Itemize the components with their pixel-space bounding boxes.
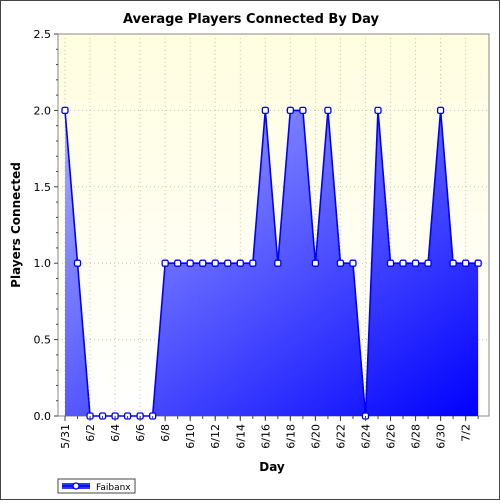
data-point — [299, 106, 307, 115]
x-tick-label: 6/26 — [385, 424, 398, 449]
y-axis: 0.0 0.5 1.0 1.5 2.0 2.5 — [34, 28, 58, 423]
x-axis-label: Day — [259, 460, 285, 474]
x-tick-label: 5/31 — [59, 424, 72, 449]
data-point — [73, 259, 82, 267]
legend: Faibanx — [57, 478, 136, 494]
data-point — [61, 106, 69, 115]
data-point — [211, 259, 219, 267]
data-point — [436, 106, 445, 115]
x-tick-label: 6/24 — [359, 424, 372, 449]
data-point — [186, 259, 194, 267]
series-area — [65, 110, 479, 417]
x-tick-label: 6/4 — [109, 424, 122, 442]
data-point — [286, 106, 295, 115]
chart-title: Average Players Connected By Day — [123, 12, 379, 27]
data-point — [236, 259, 244, 267]
x-tick-label: 6/16 — [259, 424, 272, 449]
data-point — [249, 259, 257, 267]
legend-box — [57, 478, 136, 494]
data-point — [324, 106, 332, 115]
y-tick-label: 0.0 — [34, 410, 52, 423]
legend-label: Faibanx — [96, 483, 131, 493]
x-tick-label: 7/2 — [460, 424, 473, 442]
data-point — [174, 259, 182, 267]
x-tick-label: 6/28 — [410, 424, 423, 449]
x-tick-label: 6/6 — [134, 424, 147, 442]
series-line-layer — [64, 109, 479, 417]
data-point — [161, 259, 169, 267]
x-tick-label: 6/8 — [159, 424, 172, 442]
y-tick-label: 2.5 — [34, 28, 52, 41]
y-axis-label: Players Connected — [9, 162, 23, 288]
x-tick-label: 6/18 — [284, 424, 297, 449]
data-point — [424, 259, 432, 267]
x-tick-label: 6/2 — [84, 424, 97, 442]
data-point — [224, 259, 232, 267]
y-tick-label: 1.5 — [34, 181, 52, 194]
series-line — [64, 109, 479, 417]
area-fill-layer — [65, 110, 479, 417]
data-point — [311, 259, 320, 267]
data-point — [386, 259, 395, 267]
y-tick-label: 2.0 — [34, 104, 52, 117]
data-point — [374, 106, 382, 115]
data-point — [449, 259, 457, 267]
x-tick-label: 6/14 — [234, 424, 247, 449]
data-point — [349, 259, 357, 267]
data-point — [474, 259, 482, 267]
data-point — [461, 259, 470, 267]
x-axis: 5/31 6/2 6/4 6/6 6/8 6/10 6/12 6/14 6/16 6/18 6/20… — [59, 416, 479, 449]
data-point — [399, 259, 407, 267]
data-point — [274, 259, 282, 267]
x-tick-label: 6/22 — [334, 424, 347, 449]
data-point — [336, 259, 345, 267]
legend-marker — [72, 482, 80, 490]
data-point — [199, 259, 207, 267]
y-tick-label: 0.5 — [34, 334, 52, 347]
x-tick-label: 6/20 — [309, 424, 322, 449]
x-tick-label: 6/10 — [184, 424, 197, 449]
data-point — [411, 259, 420, 267]
data-point — [261, 106, 269, 115]
x-tick-label: 6/12 — [209, 424, 222, 449]
x-tick-label: 6/30 — [435, 424, 448, 449]
y-tick-label: 1.0 — [34, 257, 52, 270]
